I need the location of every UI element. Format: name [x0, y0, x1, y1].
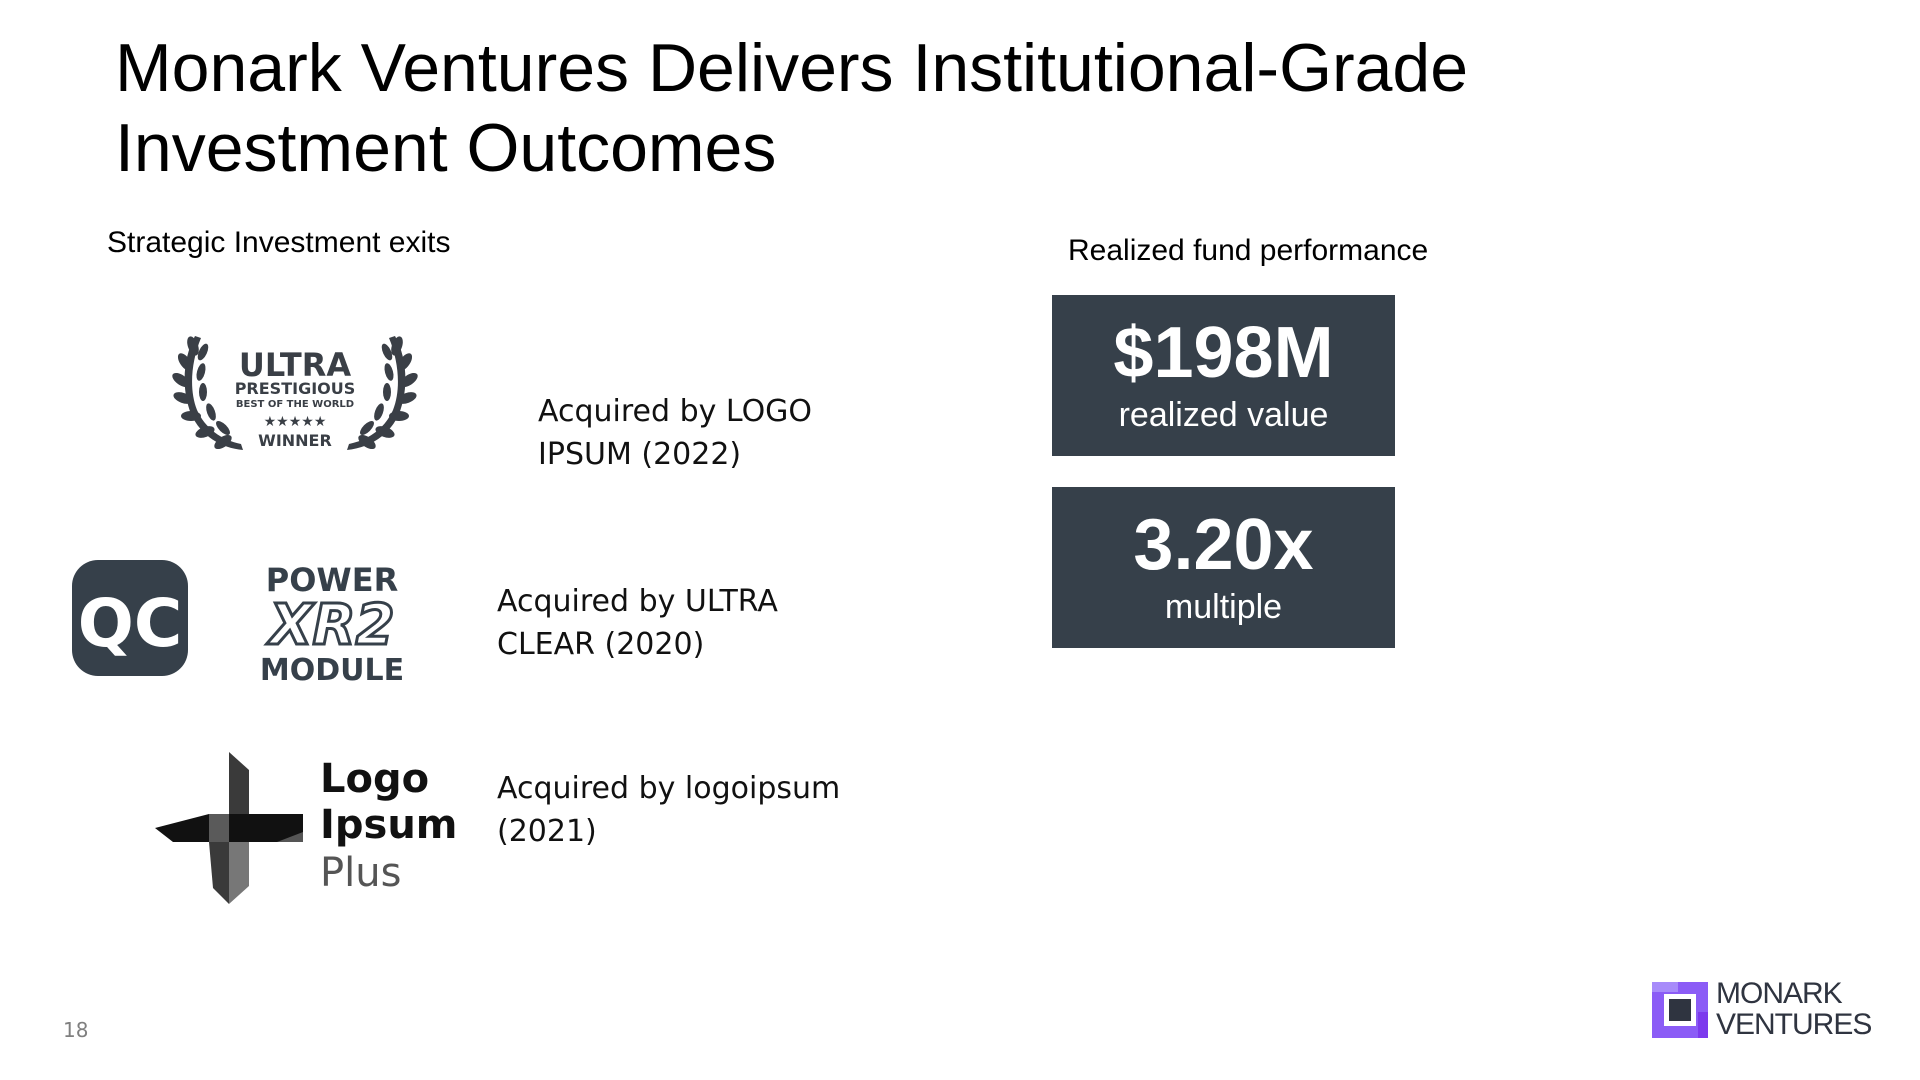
multiple-card: 3.20x multiple: [1052, 487, 1395, 648]
slide-title-line-2: Investment Outcomes: [115, 110, 777, 186]
exits-heading: Strategic Investment exits: [107, 226, 451, 259]
acquisition-note-1: Acquired by LOGO IPSUM (2022): [538, 390, 878, 476]
performance-heading: Realized fund performance: [1068, 234, 1429, 267]
acquisition-note-1-line-1: Acquired by LOGO: [538, 394, 813, 429]
realized-value-card: $198M realized value: [1052, 295, 1395, 456]
award-logo-text-5: WINNER: [258, 431, 332, 450]
logo-ipsum-text-1: Logo: [320, 756, 429, 802]
acquisition-note-3-line-2: (2021): [497, 814, 597, 849]
logo-ipsum-text-3: Plus: [320, 850, 401, 896]
acquisition-note-2-line-1: Acquired by ULTRA: [497, 584, 778, 619]
realized-value-label: realized value: [1118, 396, 1329, 434]
brand-line-1: MONARK: [1716, 977, 1843, 1010]
multiple-label: multiple: [1164, 588, 1283, 626]
acquisition-note-2-line-2: CLEAR (2020): [497, 627, 705, 662]
award-logo-text-3: BEST OF THE WORLD: [236, 399, 354, 410]
xr2-logo-text: XR2: [266, 593, 394, 658]
qc-logo-text: QC: [78, 585, 183, 662]
cross-blocks-logo: Logo Ipsum Plus: [155, 752, 475, 904]
brand-wordmark: MONARK VENTURES: [1716, 977, 1872, 1041]
power-logo-text: POWER: [266, 561, 398, 599]
qc-badge-logo: QC POWER XR2 MODULE: [70, 558, 440, 688]
award-logo-text-2: PRESTIGIOUS: [235, 379, 356, 398]
monark-ventures-logo: MONARK VENTURES: [1652, 977, 1882, 1041]
laurel-wreath-award-logo: ULTRA PRESTIGIOUS BEST OF THE WORLD ★★★★…: [165, 328, 425, 458]
award-logo-text-4: ★★★★★: [264, 414, 327, 430]
acquisition-note-1-line-2: IPSUM (2022): [538, 437, 742, 472]
award-logo-text-1: ULTRA: [239, 346, 352, 384]
slide-title: Monark Ventures Delivers Institutional-G…: [115, 28, 1715, 188]
page-number: 18: [63, 1018, 89, 1042]
brand-line-2: VENTURES: [1716, 1008, 1872, 1041]
realized-value-figure: $198M: [1113, 313, 1334, 393]
module-logo-text: MODULE: [260, 653, 404, 683]
acquisition-note-3: Acquired by logoipsum (2021): [497, 767, 877, 853]
slide-title-line-1: Monark Ventures Delivers Institutional-G…: [115, 30, 1469, 106]
monark-square-icon: [1652, 982, 1708, 1038]
acquisition-note-2: Acquired by ULTRA CLEAR (2020): [497, 580, 837, 666]
multiple-figure: 3.20x: [1133, 505, 1314, 585]
acquisition-note-3-line-1: Acquired by logoipsum: [497, 771, 841, 806]
logo-ipsum-text-2: Ipsum: [320, 802, 457, 848]
